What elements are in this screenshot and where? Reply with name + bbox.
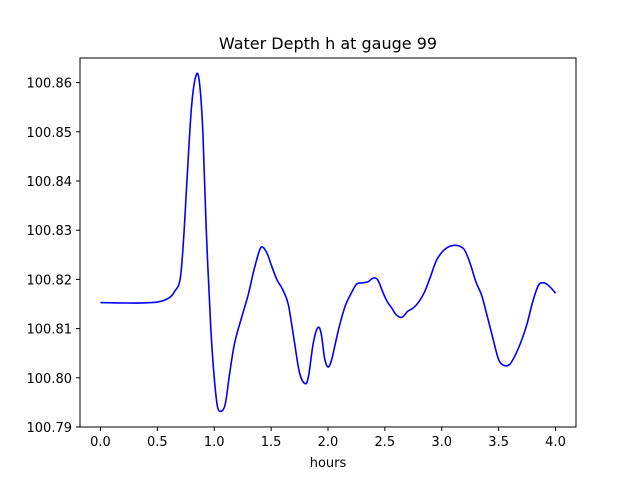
- x-axis: 0.0 0.5 1.0 1.5 2.0 2.5 3.0 3.5 4.0: [90, 427, 566, 450]
- x-tick-label: 0.5: [147, 435, 168, 450]
- y-tick-label: 100.81: [27, 323, 73, 338]
- series-line-0: [100, 72, 557, 413]
- y-tick-label: 100.86: [27, 77, 73, 92]
- y-tick-label: 100.83: [27, 224, 73, 239]
- series-layer: [100, 72, 557, 413]
- x-tick-label: 1.0: [204, 435, 225, 450]
- y-tick-label: 100.79: [27, 421, 73, 436]
- chart-title: Water Depth h at gauge 99: [219, 34, 437, 53]
- x-axis-label: hours: [310, 456, 347, 471]
- y-tick-label: 100.84: [27, 175, 73, 190]
- x-tick-label: 2.5: [375, 435, 396, 450]
- y-tick-label: 100.80: [27, 372, 73, 387]
- y-axis: 100.79 100.80 100.81 100.82 100.83 100.84 100.…: [27, 77, 80, 436]
- y-tick-label: 100.82: [27, 273, 73, 288]
- x-tick-label: 2.0: [318, 435, 339, 450]
- x-tick-label: 0.0: [90, 435, 111, 450]
- x-tick-label: 4.0: [545, 435, 566, 450]
- x-tick-label: 3.0: [431, 435, 452, 450]
- x-tick-label: 1.5: [261, 435, 282, 450]
- plot-area-frame: [79, 57, 577, 428]
- y-tick-label: 100.85: [27, 126, 73, 141]
- x-tick-label: 3.5: [488, 435, 509, 450]
